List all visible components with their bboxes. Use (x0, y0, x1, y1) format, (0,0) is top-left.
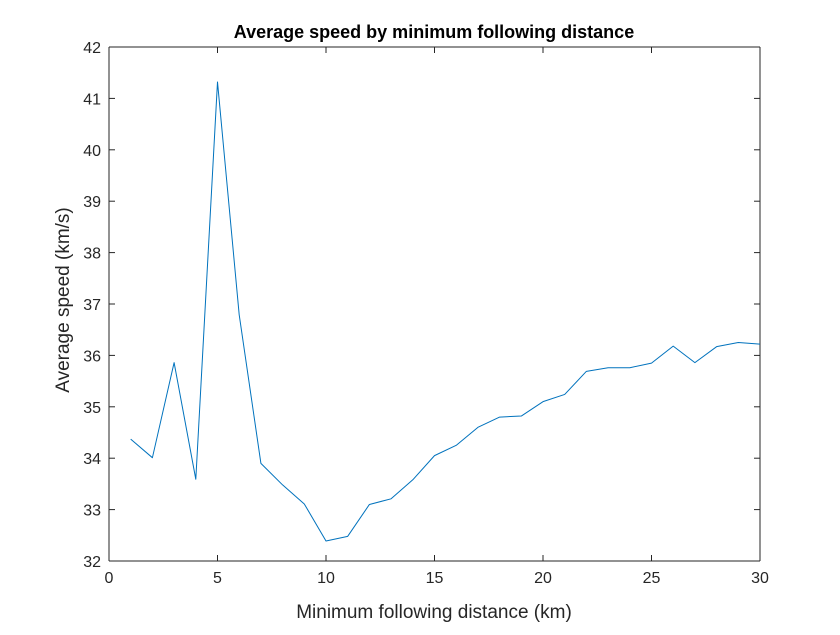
x-tick-label: 0 (105, 570, 114, 587)
y-tick-label: 34 (83, 451, 101, 468)
x-tick-label: 5 (213, 570, 222, 587)
y-tick-label: 35 (83, 400, 101, 417)
x-tick-label: 25 (643, 570, 661, 587)
y-tick-label: 33 (83, 503, 101, 520)
y-tick-label: 41 (83, 91, 101, 108)
series-line (130, 81, 761, 542)
y-tick-label: 38 (83, 246, 101, 263)
y-tick-label: 39 (83, 194, 101, 211)
y-tick-label: 42 (83, 40, 101, 57)
y-tick-label: 32 (83, 554, 101, 571)
plot-area (130, 81, 761, 542)
x-tick-label: 30 (751, 570, 769, 587)
x-tick-label: 15 (426, 570, 444, 587)
y-axis-label: Average speed (km/s) (53, 207, 74, 393)
axes (108, 46, 761, 562)
ticks: 0 5 10 15 20 25 30 32 33 34 35 36 37 38 39 40 41 42 (83, 40, 769, 587)
x-axis-label: Minimum following distance (km) (296, 602, 572, 623)
x-tick-label: 20 (534, 570, 552, 587)
y-tick-label: 36 (83, 348, 101, 365)
y-tick-label: 40 (83, 143, 101, 160)
chart-title: Average speed by minimum following dista… (234, 22, 634, 42)
y-tick-label: 37 (83, 297, 101, 314)
plot-background (109, 47, 760, 561)
x-tick-label: 10 (317, 570, 335, 587)
